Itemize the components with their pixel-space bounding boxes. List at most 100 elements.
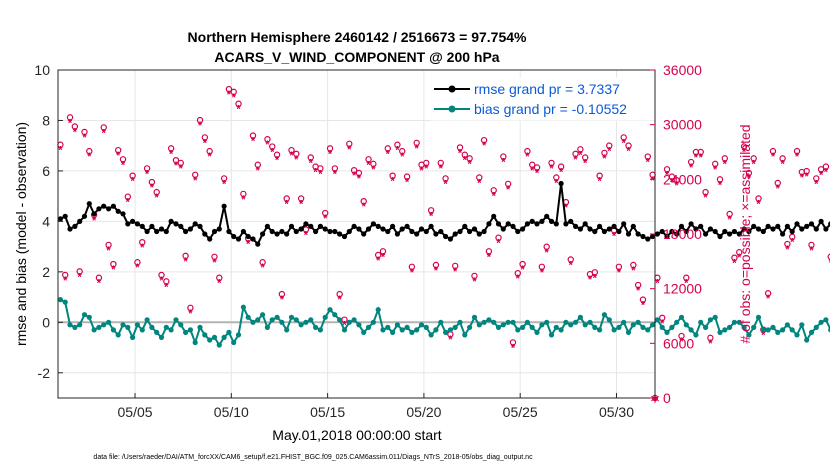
obs-assimilated-marker: * <box>496 238 501 250</box>
obs-assimilated-marker: * <box>477 178 482 190</box>
rmse-point <box>106 206 112 212</box>
obs-possible-marker <box>716 176 724 183</box>
rmse-point <box>120 211 126 217</box>
bias-point <box>163 324 169 330</box>
rmse-point <box>645 236 651 242</box>
rmse-point <box>144 228 150 235</box>
obs-assimilated-marker: * <box>703 192 708 204</box>
rmse-point <box>529 218 535 224</box>
obs-possible-marker <box>62 271 69 279</box>
obs-possible-marker <box>504 180 512 188</box>
obs-assimilated-marker: * <box>92 215 97 227</box>
obs-possible-marker <box>615 263 623 270</box>
bias-point <box>197 324 203 330</box>
bias-point <box>77 322 83 328</box>
rmse-point <box>365 226 372 232</box>
bias-point <box>346 319 352 325</box>
obs-assimilated-marker: * <box>463 155 468 167</box>
obs-assimilated-marker: * <box>73 126 78 138</box>
obs-possible-marker <box>100 124 107 131</box>
bias-point <box>418 322 425 328</box>
obs-assimilated-marker: * <box>318 168 323 180</box>
obs-assimilated-marker: * <box>660 318 665 330</box>
obs-possible-marker <box>278 290 286 298</box>
obs-assimilated-marker: * <box>352 170 357 182</box>
obs-assimilated-marker: * <box>188 308 193 320</box>
y-tick-label: -2 <box>38 365 51 381</box>
rmse-point <box>428 223 434 229</box>
obs-possible-marker <box>167 145 175 152</box>
rmse-point <box>471 226 478 232</box>
obs-possible-marker <box>403 173 411 180</box>
obs-possible-marker <box>437 159 444 167</box>
obs-assimilated-marker: * <box>612 230 617 242</box>
obs-assimilated-marker: * <box>304 229 309 241</box>
obs-assimilated-marker: * <box>299 198 304 210</box>
rmse-point <box>760 228 766 235</box>
bias-point <box>110 327 116 333</box>
obs-possible-marker <box>259 259 266 266</box>
bias-point <box>505 319 511 325</box>
legend-rmse-label: rmse grand pr = 3.7337 <box>474 81 620 97</box>
bias-point <box>808 329 815 335</box>
bias-point <box>428 332 434 338</box>
bias-point <box>784 322 791 328</box>
bias-point <box>707 317 714 323</box>
obs-possible-marker <box>187 304 194 311</box>
obs-assimilated-marker: * <box>309 157 314 169</box>
bias-point <box>703 324 709 330</box>
rmse-point <box>674 231 680 237</box>
obs-assimilated-marker: * <box>780 158 785 170</box>
rmse-point <box>423 228 429 235</box>
bias-point <box>101 322 107 328</box>
obs-possible-marker <box>678 332 685 340</box>
rmse-point <box>269 228 275 235</box>
rmse-point <box>221 203 227 209</box>
obs-possible-marker <box>134 259 141 266</box>
bias-point <box>462 332 468 338</box>
obs-possible-marker <box>273 151 281 158</box>
obs-possible-marker <box>803 167 810 175</box>
obs-assimilated-marker: * <box>357 173 362 185</box>
obs-assimilated-marker: * <box>771 151 776 163</box>
rmse-point <box>404 223 410 229</box>
obs-assimilated-marker: * <box>126 197 131 209</box>
obs-assimilated-marker: * <box>554 178 559 190</box>
obs-assimilated-marker: * <box>405 177 410 189</box>
obs-assimilated-marker: * <box>549 163 554 175</box>
obs-possible-marker <box>76 268 83 275</box>
bias-point <box>770 324 776 330</box>
bias-point <box>298 322 304 328</box>
bias-point <box>337 317 343 323</box>
rmse-point <box>731 228 738 235</box>
bias-point <box>192 339 198 346</box>
bias-point <box>765 327 771 333</box>
bias-point <box>640 324 646 330</box>
bias-point <box>322 314 328 320</box>
rmse-point <box>703 231 709 237</box>
bias-point <box>621 319 627 325</box>
x-tick-label: 05/20 <box>406 404 441 420</box>
obs-possible-marker <box>230 88 237 96</box>
obs-possible-marker <box>779 155 786 162</box>
bias-point <box>433 327 439 333</box>
bias-point <box>216 342 222 348</box>
rmse-point <box>394 231 400 237</box>
obs-assimilated-marker: * <box>183 256 188 268</box>
bias-point <box>106 319 112 325</box>
obs-possible-marker <box>225 85 233 93</box>
bias-point <box>520 324 526 330</box>
bias-point <box>269 317 275 323</box>
obs-possible-marker <box>163 278 170 285</box>
obs-possible-marker <box>119 156 127 163</box>
bias-point <box>775 329 781 335</box>
bias-point <box>780 327 786 333</box>
rmse-point <box>491 213 497 219</box>
y-tick-label: 6 <box>42 163 50 179</box>
x-tick-label: 05/05 <box>118 404 153 420</box>
rmse-point <box>313 228 319 235</box>
bias-point <box>187 327 193 333</box>
obs-assimilated-marker: * <box>699 152 704 164</box>
obs-possible-marker <box>413 139 420 147</box>
